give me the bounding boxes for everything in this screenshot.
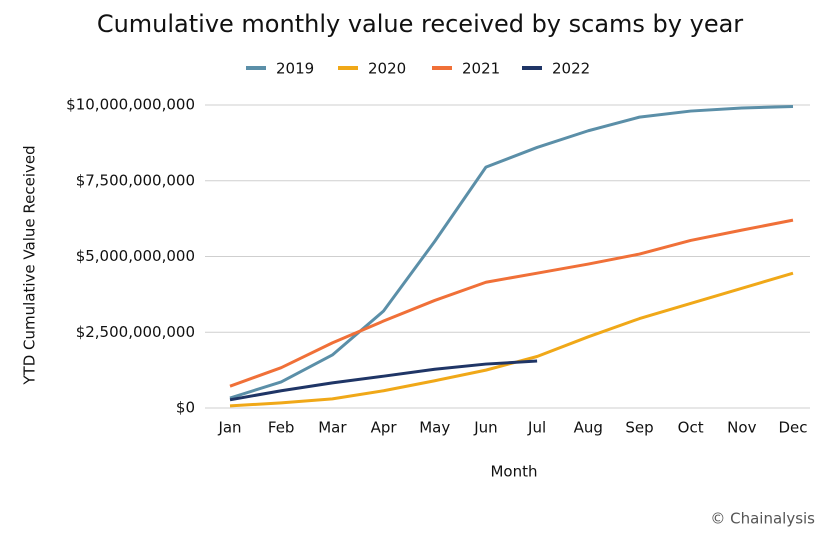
y-tick-label: $0 xyxy=(176,399,195,417)
x-tick-label: Jan xyxy=(217,419,241,437)
line-series xyxy=(229,105,794,400)
x-tick-label: May xyxy=(419,419,450,437)
chart-title: Cumulative monthly value received by sca… xyxy=(97,10,743,38)
x-tick-label: Feb xyxy=(268,419,295,437)
x-axis-label: Month xyxy=(490,463,537,481)
x-tick-label: Dec xyxy=(778,419,807,437)
legend-label: 2021 xyxy=(462,60,500,78)
x-tick-label: Sep xyxy=(625,419,653,437)
x-tick-label: Oct xyxy=(678,419,704,437)
line-series xyxy=(229,359,538,402)
x-tick-label: Jun xyxy=(473,419,497,437)
x-tick-label: Aug xyxy=(574,419,603,437)
y-tick-label: $5,000,000,000 xyxy=(76,247,195,265)
source: © Chainalysis xyxy=(710,510,815,528)
y-tick-label: $2,500,000,000 xyxy=(76,323,195,341)
line-series xyxy=(229,218,794,388)
y-axis-label: YTD Cumulative Value Received xyxy=(21,145,39,385)
legend-label: 2022 xyxy=(552,60,590,78)
legend-label: 2019 xyxy=(276,60,314,78)
x-tick-label: Apr xyxy=(371,419,398,437)
y-tick-label: $7,500,000,000 xyxy=(76,171,195,189)
x-tick-label: Nov xyxy=(727,419,756,437)
x-tick-label: Mar xyxy=(318,419,347,437)
x-tick-label: Jul xyxy=(527,419,546,437)
y-tick-label: $10,000,000,000 xyxy=(66,96,195,114)
legend-label: 2020 xyxy=(368,60,406,78)
